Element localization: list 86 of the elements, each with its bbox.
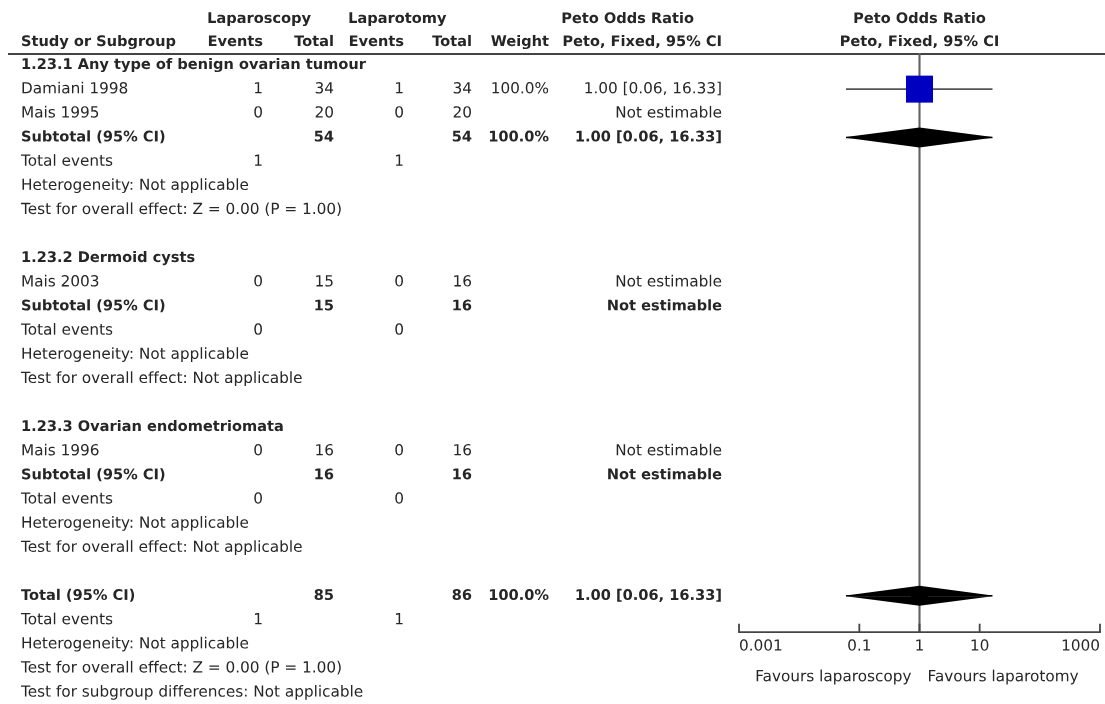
category-label: Events: [208, 35, 263, 47]
text: 0: [395, 275, 403, 287]
text: 1: [254, 82, 262, 94]
category-label: Total: [432, 34, 471, 47]
category-label: Heterogeneity: Not applicable: [22, 636, 249, 652]
text: 20: [315, 106, 333, 118]
text: 1.00 [0.06, 16.33]: [576, 130, 721, 144]
text: 100.0%: [489, 589, 549, 601]
text: 100.0%: [489, 130, 549, 142]
text: 0: [395, 492, 403, 504]
text: Favours laparoscopy: [756, 669, 912, 685]
category-label: 1.23.1 Any type of benign ovarian tumour: [22, 57, 366, 73]
text: 0: [254, 106, 262, 118]
category-label: 1.23.3 Ovarian endometriomata: [22, 419, 283, 432]
text: 16: [454, 443, 472, 456]
text: Not estimable: [616, 274, 722, 287]
category-label: Heterogeneity: Not applicable: [22, 347, 249, 362]
category-label: Weight: [491, 34, 549, 50]
category-label: 1.23.2 Dermoid cysts: [22, 250, 195, 266]
text: 16: [315, 468, 334, 480]
x-tick-label: 1000: [1062, 639, 1099, 651]
text: 54: [452, 130, 472, 142]
text: 16: [316, 443, 334, 456]
category-label: Total (95% CI): [21, 588, 135, 602]
category-label: Mais 1996: [22, 443, 99, 456]
category-label: Subtotal (95% CI): [22, 299, 165, 313]
category-label: Subtotal (95% CI): [22, 468, 165, 482]
text: 1.00 [0.06, 16.33]: [576, 588, 721, 602]
text: 34: [315, 82, 334, 94]
category-label: Mais 2003: [22, 274, 99, 287]
text: Not estimable: [616, 443, 722, 456]
text: Study or Subgroup: [22, 34, 176, 50]
text: Peto Odds Ratio: [562, 11, 694, 24]
category-label: Total: [294, 34, 333, 47]
text: 16: [453, 468, 472, 480]
category-label: Test for overall effect: Not applicable: [20, 540, 302, 555]
category-label: Total events: [20, 154, 113, 166]
text: 86: [452, 589, 472, 601]
text: 85: [314, 589, 333, 601]
text: Laparotomy: [349, 12, 447, 27]
chart-title: Peto Odds Ratio: [854, 11, 986, 24]
x-tick-label: 0.1: [848, 639, 871, 651]
text: 16: [454, 275, 472, 287]
x-tick-label: 0.001: [740, 639, 782, 651]
category-label: Total events: [20, 491, 113, 504]
x-tick-label: 10: [971, 639, 989, 651]
text: Not estimable: [608, 468, 722, 480]
category-label: Total events: [20, 612, 113, 625]
category-label: Subtotal (95% CI): [22, 130, 165, 144]
text: 20: [453, 106, 471, 118]
text: 0: [395, 323, 403, 335]
category-label: Heterogeneity: Not applicable: [22, 516, 249, 531]
text: 15: [315, 299, 333, 311]
text: Favours laparotomy: [929, 669, 1079, 685]
x-tick-label: 1: [916, 639, 923, 651]
category-label: Total events: [20, 323, 113, 335]
text: Not estimable: [616, 105, 722, 118]
chart-subtitle: Peto, Fixed, 95% CI: [841, 34, 998, 49]
text: 0: [395, 443, 403, 456]
category-label: Test for subgroup differences: Not applicable: [20, 684, 363, 700]
text: 0: [395, 106, 403, 118]
category-label: Test for overall effect: Not applicable: [20, 371, 302, 387]
category-label: Events: [349, 35, 404, 47]
category-label: Heterogeneity: Not applicable: [22, 178, 249, 194]
text: 1: [395, 154, 403, 166]
category-label: Test for overall effect: Z = 0.00 (P = 1.00): [20, 660, 341, 675]
text: 100.0%: [492, 82, 549, 94]
text: Not estimable: [608, 299, 722, 311]
category-label: Peto, Fixed, 95% CI: [563, 34, 721, 49]
text: 0: [254, 443, 262, 456]
text: 34: [453, 82, 472, 94]
category-label: Damiani 1998: [22, 81, 128, 94]
category-label: Test for overall effect: Z = 0.00 (P = 1.00): [20, 202, 341, 217]
text: Laparoscopy: [208, 12, 311, 27]
text: 54: [314, 130, 334, 142]
text: 0: [254, 323, 262, 335]
text: 0: [254, 492, 262, 504]
text: 1: [254, 154, 262, 166]
text: 0: [254, 275, 262, 287]
category-label: Mais 1995: [22, 105, 99, 118]
text: 15: [316, 275, 333, 287]
text: 1: [395, 613, 403, 625]
text: 1.00 [0.06, 16.33]: [585, 81, 721, 96]
text: 1: [254, 613, 262, 625]
text: 1: [395, 82, 403, 94]
text: 16: [453, 299, 472, 311]
